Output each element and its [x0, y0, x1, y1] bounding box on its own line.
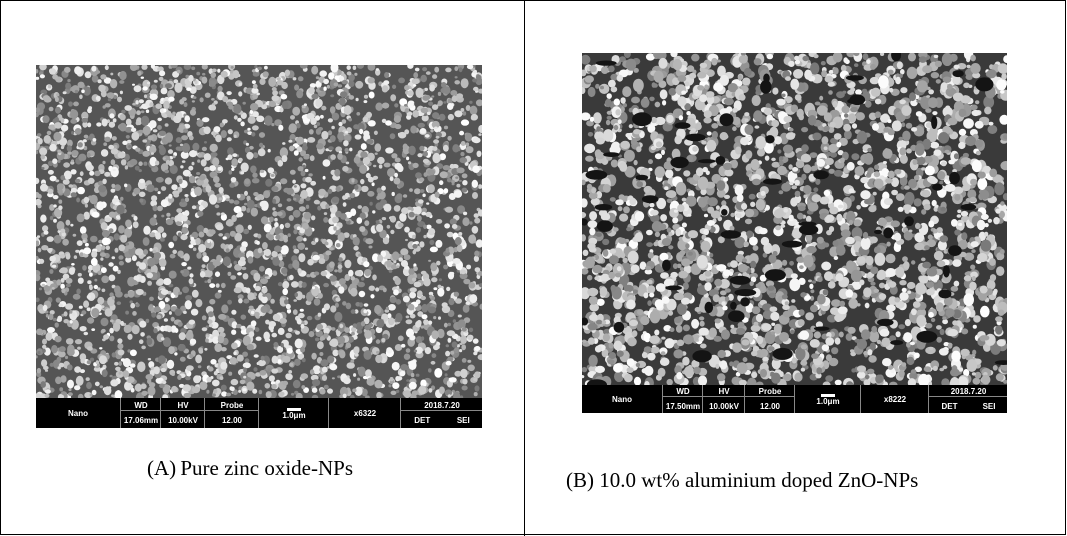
- sem-date-cell: 2018.7.20 DET SEI: [928, 385, 1007, 413]
- sem-probe-value: 12.00: [221, 416, 243, 426]
- sem-hv-value: 10.00kV: [709, 401, 739, 411]
- scale-bar: [287, 408, 301, 411]
- sem-det-row: DET SEI: [401, 416, 482, 425]
- panel-divider: [524, 0, 525, 536]
- sem-det-value: SEI: [456, 416, 470, 426]
- sem-scale-value: 1.0μm: [816, 397, 840, 406]
- sem-magnification: x6322: [353, 408, 377, 418]
- sem-scale-value: 1.0μm: [282, 411, 306, 420]
- sem-info-bar-a: Nano WD 17.06mm HV 10.00kV Probe 12.00 1…: [36, 398, 482, 428]
- sem-wd-label: WD: [663, 387, 703, 398]
- sem-hv-value: 10.00kV: [168, 416, 198, 426]
- sem-wd-cell: WD 17.50mm: [662, 385, 703, 413]
- sem-texture-b: [582, 53, 1007, 385]
- sem-hv-cell: HV 10.00kV: [702, 385, 745, 413]
- sem-info-bar-b: Nano WD 17.50mm HV 10.00kV Probe 12.00 1…: [582, 385, 1007, 413]
- caption-a: (A) Pure zinc oxide-NPs: [147, 456, 353, 480]
- sem-brand-cell: Nano: [36, 398, 120, 428]
- sem-brand-label: Nano: [612, 394, 632, 404]
- sem-image-a: Nano WD 17.06mm HV 10.00kV Probe 12.00 1…: [36, 65, 482, 428]
- sem-date-cell: 2018.7.20 DET SEI: [400, 398, 482, 428]
- sem-wd-label: WD: [121, 401, 161, 411]
- scale-bar: [821, 394, 835, 397]
- sem-hv-label: HV: [161, 401, 205, 411]
- sem-brand-cell: Nano: [582, 385, 662, 413]
- sem-probe-cell: Probe 12.00: [204, 398, 259, 428]
- caption-b: (B) 10.0 wt% aluminium doped ZnO-NPs: [566, 468, 919, 492]
- sem-probe-label: Probe: [205, 401, 259, 411]
- sem-det-label: DET: [941, 401, 958, 411]
- sem-mag-cell: x8222: [860, 385, 929, 413]
- sem-wd-value: 17.50mm: [665, 401, 701, 411]
- sem-hv-label: HV: [703, 387, 745, 398]
- sem-scale-cell: 1.0μm: [258, 398, 329, 428]
- sem-image-b: Nano WD 17.50mm HV 10.00kV Probe 12.00 1…: [582, 53, 1007, 413]
- sem-magnification: x8222: [883, 394, 907, 404]
- sem-mag-cell: x6322: [328, 398, 401, 428]
- sem-date: 2018.7.20: [929, 387, 1007, 398]
- sem-date: 2018.7.20: [401, 401, 482, 411]
- sem-texture-a: [36, 65, 482, 398]
- sem-det-label: DET: [414, 416, 431, 426]
- sem-hv-cell: HV 10.00kV: [160, 398, 205, 428]
- sem-det-row: DET SEI: [929, 402, 1007, 411]
- sem-wd-cell: WD 17.06mm: [120, 398, 161, 428]
- sem-det-value: SEI: [982, 401, 996, 411]
- sem-scale-cell: 1.0μm: [794, 385, 861, 413]
- sem-wd-value: 17.06mm: [123, 416, 159, 426]
- sem-brand-label: Nano: [68, 408, 88, 418]
- sem-probe-cell: Probe 12.00: [744, 385, 795, 413]
- sem-probe-value: 12.00: [759, 401, 781, 411]
- sem-probe-label: Probe: [745, 387, 795, 398]
